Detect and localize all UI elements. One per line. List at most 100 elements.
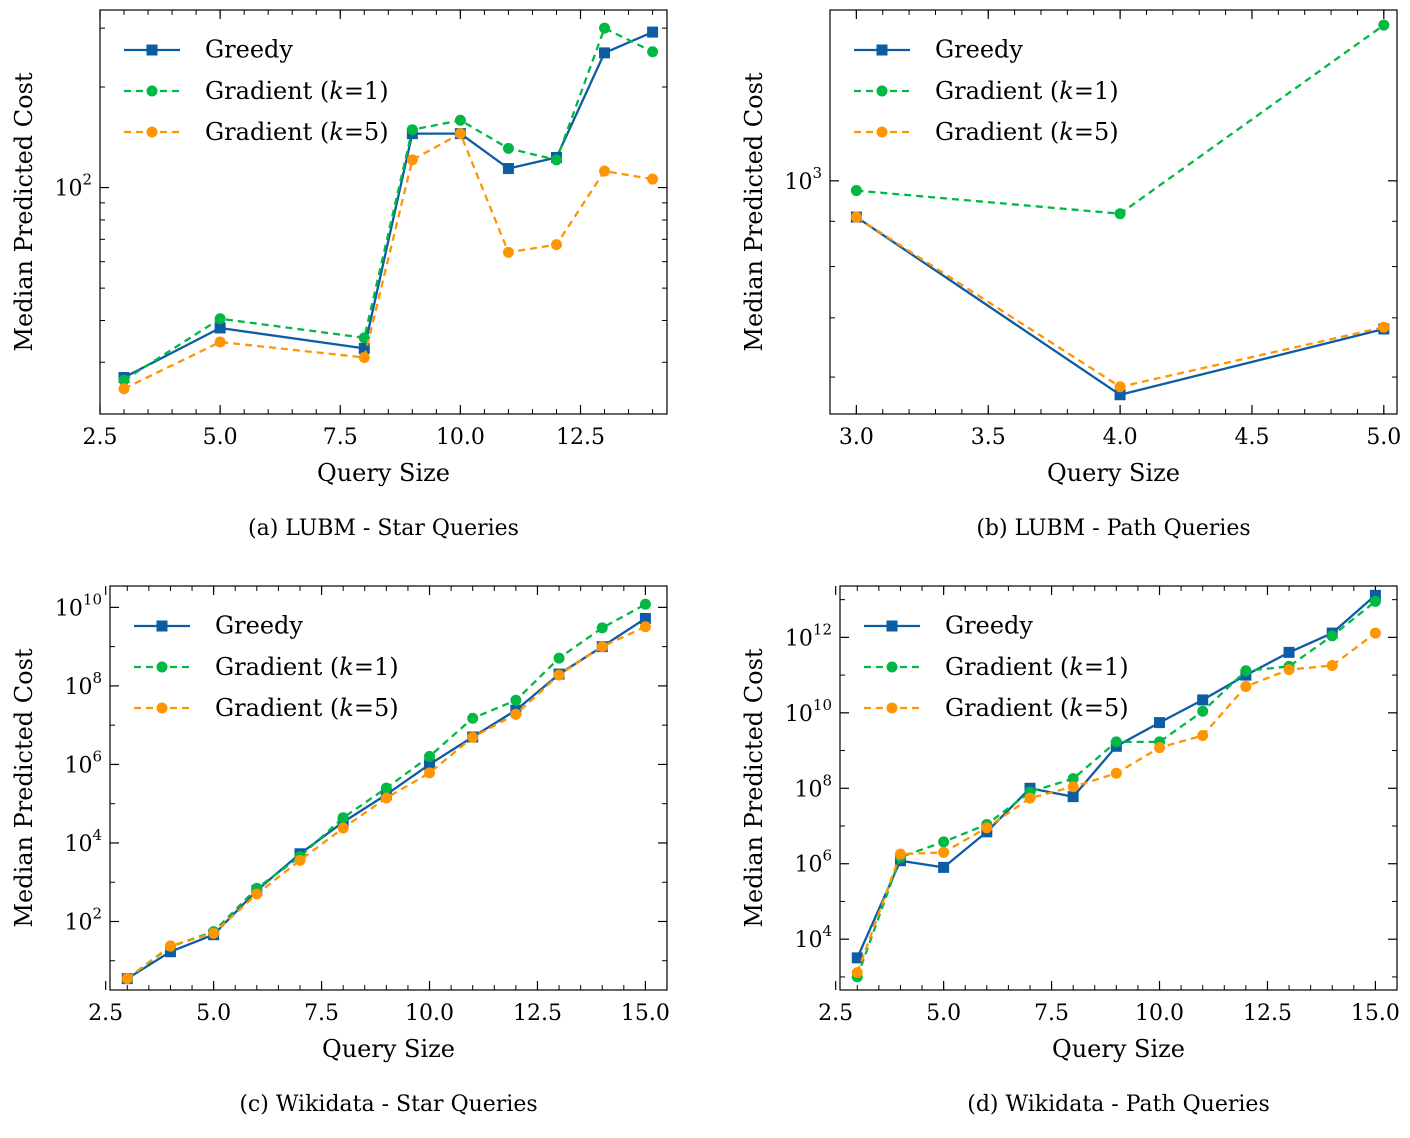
legend-label-gradient-k1: Gradient (k=1)	[205, 77, 389, 105]
data-point-gradient-k1	[1369, 595, 1381, 607]
data-point-gradient-k1	[358, 332, 370, 344]
legend-marker-gradient-k1	[146, 85, 158, 97]
chart-panel-c: 2.5 5.0 7.5 10.0 12.5 15.0 102 104 106 108 1010 Gre…	[10, 585, 670, 1117]
x-axis-label: Query Size	[1052, 1035, 1185, 1063]
y-tick-label: 104	[794, 922, 832, 953]
data-point-gradient-k1	[647, 46, 659, 58]
data-point-gradient-k5	[118, 383, 130, 395]
data-point-gradient-k5	[380, 792, 392, 804]
data-point-gradient-k5	[647, 173, 659, 185]
data-point-gradient-k1	[510, 694, 522, 706]
data-point-gradient-k1	[1110, 736, 1122, 748]
legend-label-gradient-k5: Gradient (k=5)	[205, 118, 389, 146]
data-point-gradient-k1	[1114, 208, 1126, 220]
x-axis-label: Query Size	[317, 459, 450, 487]
x-tick-label: 5.0	[1366, 425, 1401, 450]
y-axis-label: Median Predicted Cost	[740, 72, 768, 351]
x-tick-label: 2.5	[83, 425, 118, 450]
legend-marker-greedy	[886, 620, 898, 632]
data-point-gradient-k5	[550, 239, 562, 251]
panel-caption: (a) LUBM - Star Queries	[248, 516, 519, 541]
legend-label-gradient-k5: Gradient (k=5)	[935, 118, 1119, 146]
y-tick-label: 106	[794, 847, 832, 878]
data-point-gradient-k1	[1240, 665, 1252, 677]
data-point-gradient-k5	[553, 669, 565, 681]
legend: Greedy Gradient (k=1) Gradient (k=5)	[864, 612, 1129, 722]
data-point-greedy	[599, 47, 611, 59]
series-line-gradient-k5	[855, 216, 1385, 388]
data-point-gradient-k5	[121, 973, 133, 985]
series-greedy	[850, 211, 1390, 401]
data-point-greedy	[938, 861, 950, 873]
data-point-gradient-k5	[406, 154, 418, 166]
data-point-gradient-k5	[851, 967, 863, 979]
x-tick-label: 10.0	[405, 1001, 454, 1026]
x-tick-label: 3.0	[839, 425, 874, 450]
data-point-greedy	[639, 613, 651, 625]
data-point-greedy	[214, 322, 226, 334]
x-tick-label: 12.5	[556, 425, 605, 450]
y-tick-label: 1012	[785, 620, 832, 651]
legend-label-greedy: Greedy	[935, 36, 1023, 64]
minor-ticks	[840, 586, 1397, 990]
data-point-gradient-k5	[454, 128, 466, 140]
data-point-gradient-k1	[337, 812, 349, 824]
panel-caption: (c) Wikidata - Star Queries	[239, 1092, 537, 1117]
series-gradient-k5	[121, 621, 651, 985]
y-tick-label: 102	[54, 171, 92, 202]
data-point-gradient-k1	[118, 374, 130, 386]
data-point-gradient-k5	[164, 940, 176, 952]
data-point-gradient-k1	[1067, 773, 1079, 785]
chart-panel-d: 2.5 5.0 7.5 10.0 12.5 15.0 104 106 108 1010 1012 Gr…	[740, 585, 1400, 1117]
data-point-gradient-k1	[550, 154, 562, 166]
plot-frame	[839, 585, 1398, 991]
data-point-gradient-k1	[380, 782, 392, 794]
data-point-gradient-k5	[1197, 730, 1209, 742]
data-point-gradient-k5	[1110, 767, 1122, 779]
data-point-gradient-k5	[850, 211, 862, 223]
y-tick-label: 108	[64, 669, 102, 700]
series-gradient-k5	[850, 211, 1390, 393]
data-point-greedy	[1114, 389, 1126, 401]
x-tick-label: 7.5	[304, 1001, 339, 1026]
data-point-gradient-k5	[337, 822, 349, 834]
plot-frame	[829, 9, 1398, 415]
data-point-gradient-k5	[358, 351, 370, 363]
data-point-gradient-k5	[1283, 664, 1295, 676]
series-line-greedy	[855, 216, 1385, 396]
legend: Greedy Gradient (k=1) Gradient (k=5)	[134, 612, 399, 722]
legend-marker-gradient-k5	[156, 702, 168, 714]
y-tick-label: 108	[794, 771, 832, 802]
series-gradient-k5	[851, 627, 1381, 979]
legend-marker-gradient-k1	[156, 661, 168, 673]
legend-label-gradient-k5: Gradient (k=5)	[945, 694, 1129, 722]
x-tick-label: 4.5	[1234, 425, 1269, 450]
x-tick-label: 5.0	[926, 1001, 961, 1026]
data-point-gradient-k5	[467, 731, 479, 743]
series-line-gradient-k5	[123, 132, 653, 390]
x-tick-label: 7.5	[323, 425, 358, 450]
y-tick-label: 106	[64, 747, 102, 778]
legend-marker-gradient-k5	[886, 702, 898, 714]
plot-frame	[99, 9, 668, 415]
x-tick-label: 10.0	[1135, 1001, 1184, 1026]
y-tick-label: 102	[64, 904, 102, 935]
data-point-gradient-k5	[938, 846, 950, 858]
data-point-gradient-k5	[1067, 781, 1079, 793]
series-line-gradient-k5	[856, 632, 1377, 973]
minor-ticks	[100, 10, 667, 414]
data-point-gradient-k1	[406, 124, 418, 136]
data-point-gradient-k5	[214, 336, 226, 348]
data-point-greedy	[1154, 717, 1166, 729]
y-axis-label: Median Predicted Cost	[10, 72, 38, 351]
data-point-gradient-k5	[1154, 742, 1166, 754]
data-point-gradient-k5	[294, 854, 306, 866]
data-point-gradient-k5	[208, 927, 220, 939]
data-point-greedy	[1197, 694, 1209, 706]
x-tick-label: 3.5	[971, 425, 1006, 450]
legend-marker-gradient-k5	[146, 126, 158, 138]
data-point-gradient-k1	[639, 598, 651, 610]
data-point-gradient-k1	[502, 142, 514, 154]
data-point-greedy	[1067, 791, 1079, 803]
data-point-gradient-k5	[1114, 381, 1126, 393]
